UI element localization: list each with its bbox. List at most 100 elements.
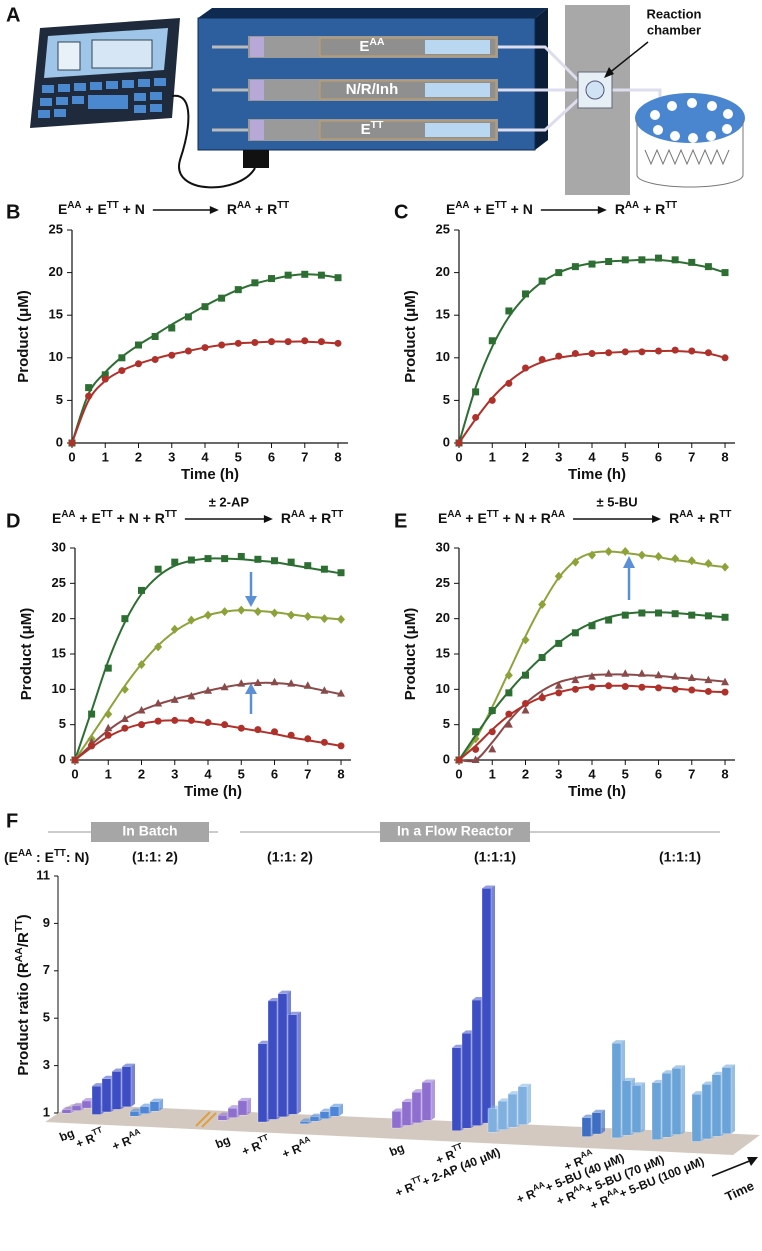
panel-label: D — [6, 510, 20, 532]
superscript: TT — [487, 509, 499, 520]
marker — [687, 673, 696, 682]
bar — [711, 1074, 722, 1137]
marker — [571, 557, 580, 567]
text-run: bg — [387, 1141, 406, 1159]
y-tick-label: 15 — [436, 645, 450, 660]
marker — [671, 346, 679, 354]
text-run: + N — [507, 201, 533, 217]
superscript: TT — [371, 119, 384, 131]
marker — [320, 686, 329, 694]
y-axis-label: Product (μM) — [15, 290, 32, 383]
category-label: bg — [213, 1133, 232, 1151]
superscript: TT — [107, 200, 119, 211]
marker — [704, 687, 712, 695]
x-tick-label: 6 — [268, 449, 275, 464]
marker — [704, 612, 712, 620]
marker — [88, 710, 96, 718]
text-run: Product ratio (R — [15, 962, 32, 1076]
marker — [522, 290, 530, 298]
equation-rhs: RAA + RTT — [227, 200, 289, 217]
x-axis-label: Time (h) — [181, 466, 239, 483]
bar-top — [122, 1063, 135, 1067]
text-run: + N + R — [499, 510, 551, 526]
syringes — [212, 36, 498, 141]
superscript: AA — [369, 36, 385, 48]
marker — [555, 689, 563, 697]
bar-side — [431, 1079, 435, 1121]
bar — [81, 1100, 92, 1109]
bar-side — [491, 885, 495, 1124]
superscript: TT — [331, 509, 343, 520]
marker — [655, 254, 663, 262]
marker — [187, 615, 196, 625]
marker — [154, 565, 162, 573]
bar — [507, 1093, 518, 1128]
bar — [71, 1105, 82, 1111]
marker — [71, 756, 79, 764]
bar — [497, 1101, 508, 1130]
marker — [571, 263, 579, 271]
ratio: (1:1: 2) — [132, 849, 178, 865]
text-run: E — [58, 201, 67, 217]
fit-line — [458, 550, 726, 761]
y-axis-label: Product (μM) — [402, 290, 419, 383]
group-header: In Batch — [122, 823, 177, 839]
marker — [721, 677, 730, 686]
bar-side — [247, 1097, 251, 1116]
bar — [581, 1117, 592, 1137]
y-tick-label: 7 — [43, 962, 50, 977]
superscript: AA — [551, 509, 565, 520]
header-box — [91, 822, 209, 842]
marker — [554, 681, 563, 689]
marker — [571, 685, 579, 693]
text-run: + E — [82, 201, 107, 217]
superscript: AA — [127, 1126, 142, 1140]
superscript: AA — [605, 1185, 620, 1199]
marker — [471, 755, 480, 763]
marker — [671, 554, 680, 564]
callout-arrow — [607, 41, 649, 75]
bar — [267, 1000, 278, 1120]
marker — [488, 728, 496, 736]
bar — [237, 1100, 248, 1116]
marker — [204, 555, 212, 563]
x-tick-label: 3 — [555, 449, 562, 464]
equation-lhs: EAA + ETT + N — [58, 200, 145, 217]
marker — [505, 689, 513, 697]
bar — [277, 993, 288, 1118]
bar — [487, 1108, 498, 1133]
marker — [270, 608, 279, 618]
x-tick-label: 6 — [655, 766, 662, 781]
marker — [254, 726, 262, 734]
marker — [671, 610, 679, 618]
marker — [654, 670, 663, 679]
marker — [253, 607, 262, 617]
marker — [118, 354, 126, 362]
y-tick-label: 5 — [59, 716, 66, 731]
bar — [591, 1112, 602, 1135]
superscript: TT — [665, 200, 677, 211]
marker — [287, 731, 295, 739]
x-tick-label: 3 — [555, 766, 562, 781]
marker — [604, 669, 613, 677]
x-tick-label: 3 — [171, 766, 178, 781]
y-tick-label: 15 — [49, 307, 63, 322]
chamber-label: Reaction — [647, 6, 702, 21]
marker — [135, 360, 143, 368]
dish-stand — [636, 120, 744, 188]
marker — [654, 551, 663, 561]
bar-side — [601, 1109, 605, 1135]
reaction-arrowhead — [597, 206, 607, 214]
category-label: + RAA — [279, 1134, 314, 1161]
text-run: R — [669, 510, 679, 526]
bar — [61, 1109, 72, 1114]
bar-top — [422, 1079, 435, 1083]
fit-line — [458, 684, 726, 761]
bar-top — [488, 1105, 501, 1109]
y-tick-label: 25 — [436, 575, 450, 590]
superscript: AA — [455, 200, 469, 211]
marker — [522, 364, 530, 372]
marker — [688, 611, 696, 619]
superscript: AA — [61, 509, 75, 520]
chamber-window — [585, 80, 605, 100]
